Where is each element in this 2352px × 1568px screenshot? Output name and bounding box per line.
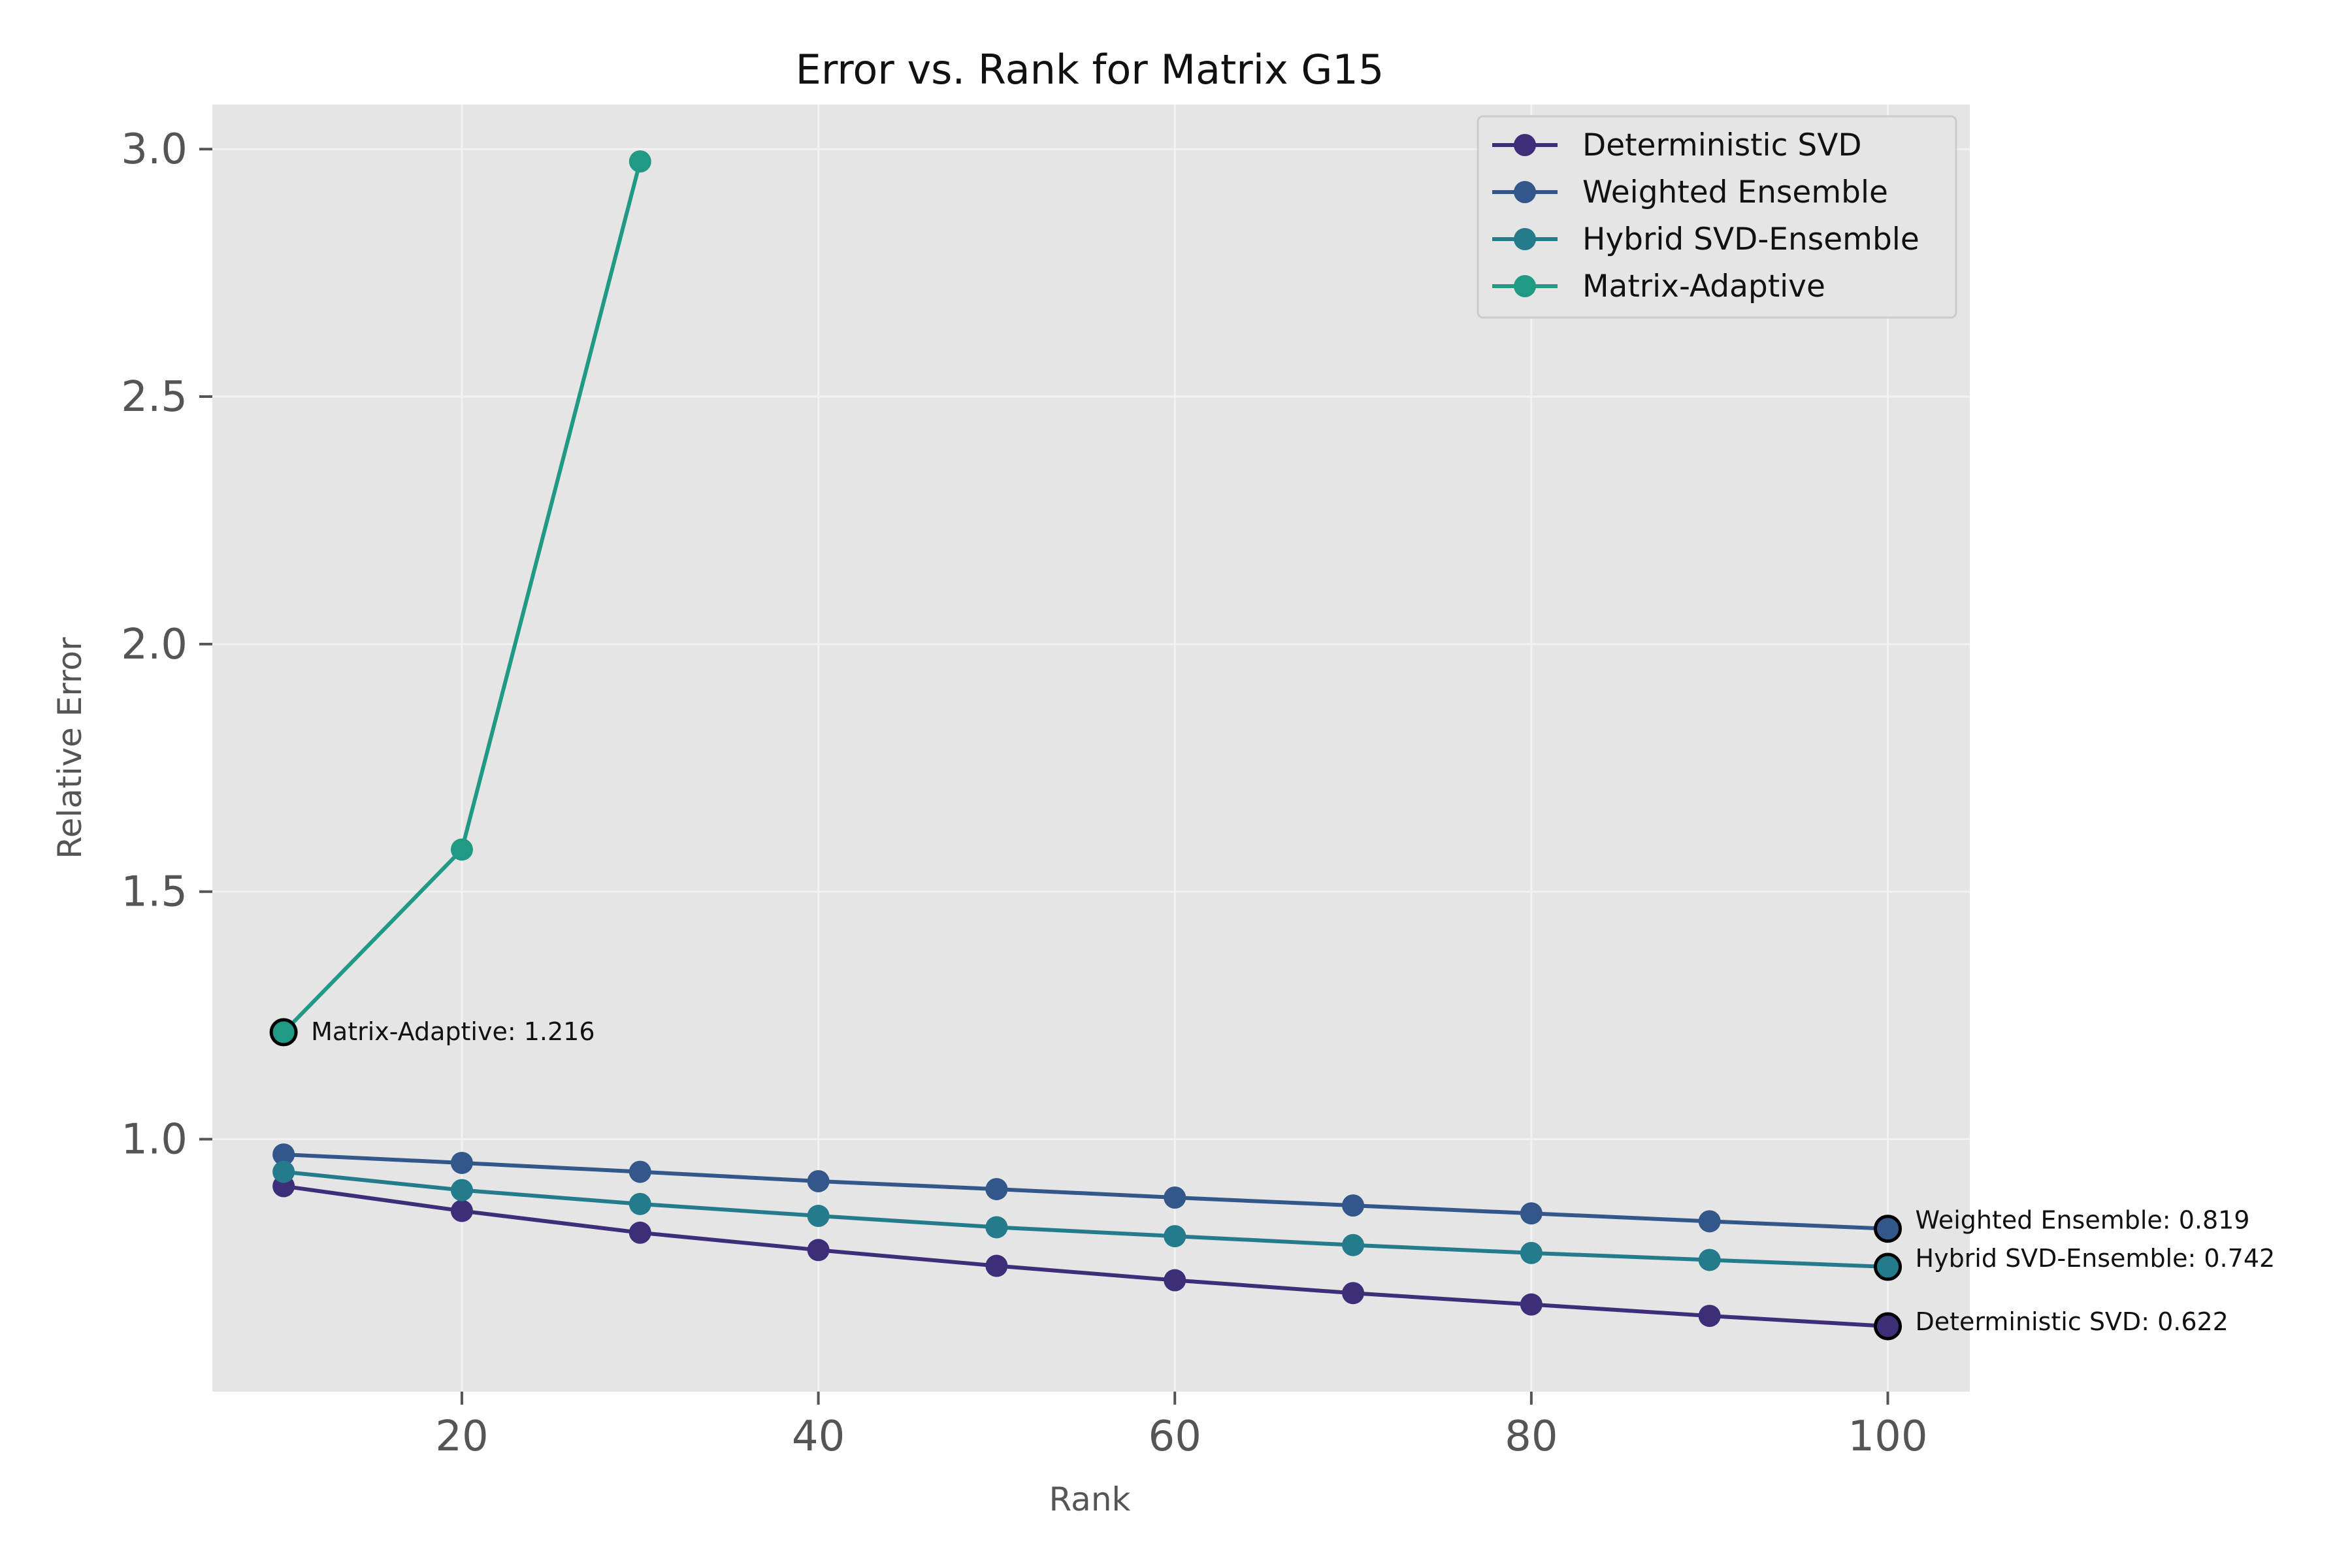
annotation-marker (1874, 1312, 1903, 1341)
data-point (1342, 1282, 1365, 1305)
data-point (629, 1160, 651, 1183)
data-point (629, 150, 651, 173)
legend-label: Hybrid SVD-Ensemble (1582, 221, 1919, 257)
annotation-label: Matrix-Adaptive: 1.216 (311, 1017, 595, 1046)
data-point (1342, 1233, 1365, 1256)
annotation-marker (269, 1018, 298, 1047)
x-tick-label: 20 (435, 1413, 488, 1461)
series-line-0 (283, 1184, 1888, 1328)
annotation-marker (1874, 1252, 1903, 1281)
y-tick-label: 3.0 (121, 125, 188, 174)
data-point (985, 1216, 1008, 1239)
plot-area (212, 105, 1970, 1392)
y-tick-label: 1.5 (121, 868, 188, 917)
data-point (1342, 1194, 1365, 1217)
data-point (807, 1205, 830, 1228)
data-point (1164, 1269, 1186, 1292)
x-axis-label: Rank (1049, 1480, 1131, 1518)
annotation-marker (1874, 1215, 1903, 1243)
data-point (1698, 1249, 1721, 1271)
series-line-1 (283, 1152, 1888, 1231)
legend-marker (1514, 275, 1536, 297)
data-point (629, 1192, 651, 1215)
data-point (1520, 1202, 1543, 1225)
data-point (450, 838, 473, 861)
chart-title: Error vs. Rank for Matrix G15 (796, 46, 1384, 93)
data-point (1520, 1293, 1543, 1316)
legend-box (1477, 115, 1957, 319)
annotation-label: Hybrid SVD-Ensemble: 0.742 (1916, 1244, 2276, 1273)
annotation-label: Deterministic SVD: 0.622 (1916, 1307, 2229, 1336)
data-point (807, 1169, 830, 1192)
y-tick-label: 2.5 (121, 373, 188, 421)
y-tick-label: 1.0 (121, 1116, 188, 1164)
legend-marker (1514, 181, 1536, 203)
series-layer (272, 150, 1899, 1337)
legend-label: Weighted Ensemble (1582, 174, 1888, 210)
data-point (985, 1254, 1008, 1277)
data-point (629, 1221, 651, 1244)
data-point (450, 1179, 473, 1201)
annotations: Matrix-Adaptive: 1.216 Weighted Ensemble:… (269, 1017, 2276, 1341)
x-tick-label: 40 (792, 1413, 845, 1461)
data-point (985, 1178, 1008, 1201)
data-point (272, 1143, 295, 1166)
axes: 20 40 60 80 100 1.0 1.5 2.0 2.5 3.0 (121, 125, 1927, 1461)
data-point (1164, 1225, 1186, 1248)
x-tick-label: 100 (1848, 1413, 1927, 1461)
legend-marker (1514, 134, 1536, 156)
x-tick-label: 80 (1505, 1413, 1558, 1461)
legend-label: Matrix-Adaptive (1582, 269, 1825, 304)
legend: Deterministic SVD Weighted Ensemble Hybrid… (1477, 115, 1957, 319)
y-axis-label: Relative Error (51, 637, 89, 859)
data-point (450, 1200, 473, 1222)
data-point (450, 1151, 473, 1174)
x-tick-label: 60 (1149, 1413, 1201, 1461)
annotation-label: Weighted Ensemble: 0.819 (1916, 1206, 2250, 1235)
legend-label: Deterministic SVD (1582, 127, 1862, 163)
data-point (1698, 1210, 1721, 1233)
legend-marker (1514, 228, 1536, 250)
data-point (1698, 1305, 1721, 1328)
data-point (807, 1239, 830, 1262)
data-point (1520, 1241, 1543, 1264)
data-point (1164, 1186, 1186, 1209)
data-point (272, 1160, 295, 1183)
series-line-2 (283, 1169, 1888, 1269)
y-tick-label: 2.0 (121, 621, 188, 669)
